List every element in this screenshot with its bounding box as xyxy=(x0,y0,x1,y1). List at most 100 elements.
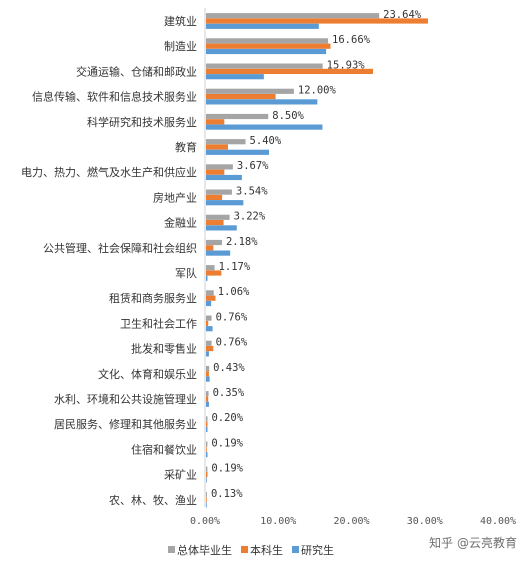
bar-overall xyxy=(206,265,215,271)
bar-graduate xyxy=(206,149,269,155)
category-label: 住宿和餐饮业 xyxy=(131,442,197,456)
category-label: 居民服务、修理和其他服务业 xyxy=(54,417,197,431)
value-label: 0.76% xyxy=(216,311,248,323)
bar-overall xyxy=(206,315,212,321)
x-tick-label: 20.00% xyxy=(333,516,369,527)
bar-overall xyxy=(206,466,208,472)
bar-graduate xyxy=(206,124,323,130)
value-label: 1.17% xyxy=(219,261,251,273)
category-label: 制造业 xyxy=(164,39,197,53)
category-label: 科学研究和技术服务业 xyxy=(87,115,197,129)
bar-undergraduate xyxy=(206,497,207,503)
category-label: 军队 xyxy=(175,266,197,280)
category-label: 金融业 xyxy=(164,216,197,230)
plot-area: 建筑业 23.64% 制造业 16.66% 交通运输、仓储和邮政业 15.93% 信息传输、… xyxy=(21,8,428,508)
category-label: 建筑业 xyxy=(164,14,197,28)
bar-overall xyxy=(206,13,380,19)
value-label: 15.93% xyxy=(327,59,366,71)
bar-overall xyxy=(206,63,323,69)
category-label: 文化、体育和娱乐业 xyxy=(98,367,197,381)
category-label: 电力、热力、燃气及水生产和供应业 xyxy=(21,165,197,179)
value-label: 3.67% xyxy=(237,160,269,172)
bar-overall xyxy=(206,391,209,397)
legend-swatch xyxy=(292,546,299,553)
bar-graduate xyxy=(206,326,213,332)
watermark: 知乎 @云亮教育 xyxy=(429,535,517,550)
bar-undergraduate xyxy=(206,220,224,226)
category-label: 教育 xyxy=(175,140,197,154)
value-label: 16.66% xyxy=(332,34,371,46)
bar-undergraduate xyxy=(206,446,207,452)
bar-undergraduate xyxy=(206,68,374,74)
bar-graduate xyxy=(206,174,242,181)
value-label: 8.50% xyxy=(272,110,304,122)
bar-overall xyxy=(206,164,233,170)
value-label: 0.76% xyxy=(216,337,248,349)
bar-graduate xyxy=(206,48,327,55)
bar-undergraduate xyxy=(206,18,428,24)
value-label: 2.18% xyxy=(226,236,258,248)
bar-undergraduate xyxy=(206,295,216,301)
bar-undergraduate xyxy=(206,472,208,478)
bar-graduate xyxy=(206,74,264,80)
category-label: 房地产业 xyxy=(153,190,197,204)
bar-graduate xyxy=(206,401,209,407)
bar-graduate xyxy=(206,376,210,382)
category-label: 水利、环境和公共设施管理业 xyxy=(54,392,197,406)
bar-graduate xyxy=(206,99,318,105)
bar-graduate xyxy=(206,23,319,29)
value-label: 5.40% xyxy=(250,135,282,147)
legend-label: 总体毕业生 xyxy=(177,543,232,557)
value-label: 12.00% xyxy=(298,85,337,97)
bar-overall xyxy=(206,88,294,94)
bar-undergraduate xyxy=(206,245,214,251)
bar-undergraduate xyxy=(206,144,228,150)
category-label: 公共管理、社会保障和社会组织 xyxy=(43,241,197,255)
value-label: 0.43% xyxy=(213,362,245,374)
bar-overall xyxy=(206,189,232,195)
bar-overall xyxy=(206,416,208,422)
bar-graduate xyxy=(206,502,207,508)
bar-graduate xyxy=(206,225,237,231)
legend-swatch xyxy=(168,546,175,553)
legend-label: 本科生 xyxy=(250,543,283,557)
value-label: 1.06% xyxy=(218,286,250,298)
bar-overall xyxy=(206,239,222,246)
bar-graduate xyxy=(206,351,209,357)
bar-overall xyxy=(206,139,246,145)
bar-undergraduate xyxy=(206,421,208,427)
legend-swatch xyxy=(241,546,248,553)
x-tick-label: 30.00% xyxy=(407,516,443,527)
bar-undergraduate xyxy=(206,270,222,276)
x-axis-ticks: 0.00% 10.00% 20.00% 30.00% 40.00% xyxy=(190,516,516,527)
x-tick-label: 40.00% xyxy=(480,516,516,527)
bar-overall xyxy=(206,365,210,372)
category-label: 租赁和商务服务业 xyxy=(109,291,197,305)
bar-undergraduate xyxy=(206,194,223,200)
bar-graduate xyxy=(206,300,212,307)
category-label: 信息传输、软件和信息技术服务业 xyxy=(32,90,197,104)
bar-undergraduate xyxy=(206,396,209,402)
bar-graduate xyxy=(206,426,208,433)
bar-overall xyxy=(206,340,212,346)
value-label: 0.19% xyxy=(211,463,243,475)
category-label: 批发和零售业 xyxy=(131,342,197,356)
bar-undergraduate xyxy=(206,169,225,175)
x-tick-label: 0.00% xyxy=(190,516,220,527)
bar-undergraduate xyxy=(206,43,331,49)
bar-overall xyxy=(206,290,214,296)
bar-overall xyxy=(206,491,207,498)
value-label: 0.19% xyxy=(211,437,243,449)
category-label: 卫生和社会工作 xyxy=(120,316,197,330)
legend-label: 研究生 xyxy=(301,543,334,557)
value-label: 0.13% xyxy=(211,488,243,500)
bar-graduate xyxy=(206,275,208,281)
category-label: 农、林、牧、渔业 xyxy=(109,493,197,507)
bar-graduate xyxy=(206,477,207,483)
bar-undergraduate xyxy=(206,320,209,326)
bar-overall xyxy=(206,441,208,447)
bar-graduate xyxy=(206,200,244,206)
category-label: 交通运输、仓储和邮政业 xyxy=(76,64,197,78)
value-label: 0.35% xyxy=(213,387,245,399)
